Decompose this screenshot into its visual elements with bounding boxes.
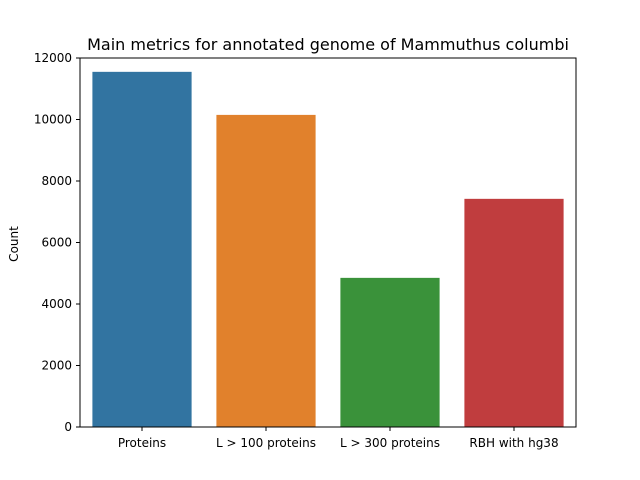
chart-title: Main metrics for annotated genome of Mam…: [87, 35, 569, 54]
y-axis: 0 2000 4000 6000 8000 10000 12000: [34, 51, 80, 434]
y-tick-label: 12000: [34, 51, 72, 65]
bar-proteins: [92, 71, 192, 427]
bars: [92, 71, 564, 427]
bar-l-100-proteins: [216, 114, 316, 427]
bar-rbh-with-hg38: [464, 198, 564, 427]
y-tick-label: 4000: [41, 297, 72, 311]
x-tick-label: Proteins: [118, 436, 166, 450]
y-tick-label: 2000: [41, 359, 72, 373]
plot-frame: [79, 57, 577, 428]
y-tick-label: 8000: [41, 174, 72, 188]
y-tick-label: 6000: [41, 236, 72, 250]
bar-l-300-proteins: [340, 277, 440, 427]
y-axis-label: Count: [7, 226, 21, 262]
x-tick-label: RBH with hg38: [469, 436, 558, 450]
x-tick-label: L > 100 proteins: [216, 436, 316, 450]
x-axis: Proteins L > 100 proteins L > 300 proteins…: [118, 427, 559, 450]
x-tick-label: L > 300 proteins: [340, 436, 440, 450]
y-tick-label: 10000: [34, 113, 72, 127]
y-tick-label: 0: [64, 420, 72, 434]
